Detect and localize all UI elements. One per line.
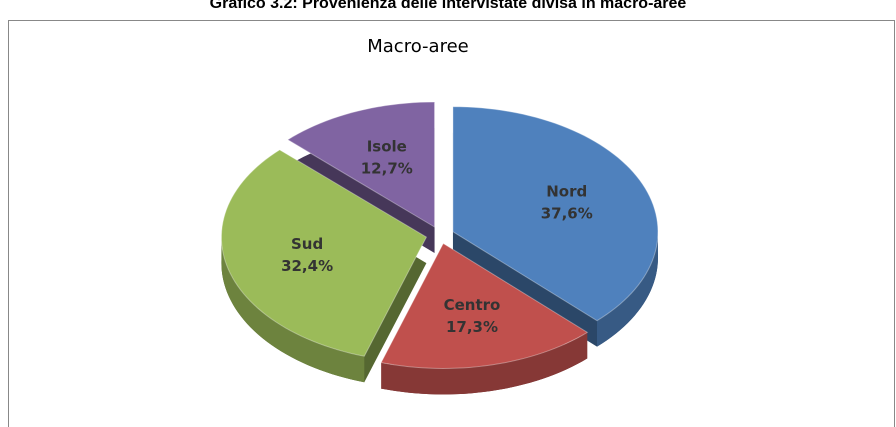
slice-category-label: Sud <box>291 235 323 253</box>
slice-value-label: 12,7% <box>361 159 413 177</box>
slice-side <box>221 237 365 383</box>
pie-slice <box>286 101 436 228</box>
pie-slice <box>380 242 589 369</box>
slice-value-label: 37,6% <box>541 205 593 223</box>
slice-category-label: Nord <box>546 183 587 201</box>
slice-category-label: Centro <box>444 296 501 314</box>
chart-title: Macro-aree <box>367 36 469 57</box>
slice-value-label: 32,4% <box>281 257 333 275</box>
slice-category-label: Isole <box>367 137 407 155</box>
figure-heading: Grafico 3.2: Provenienza delle intervist… <box>210 0 687 12</box>
pie-slice <box>452 106 659 322</box>
slice-value-label: 17,3% <box>446 318 498 336</box>
pie-slice <box>220 149 428 357</box>
slice-side <box>596 231 658 347</box>
slice-side <box>381 332 588 395</box>
